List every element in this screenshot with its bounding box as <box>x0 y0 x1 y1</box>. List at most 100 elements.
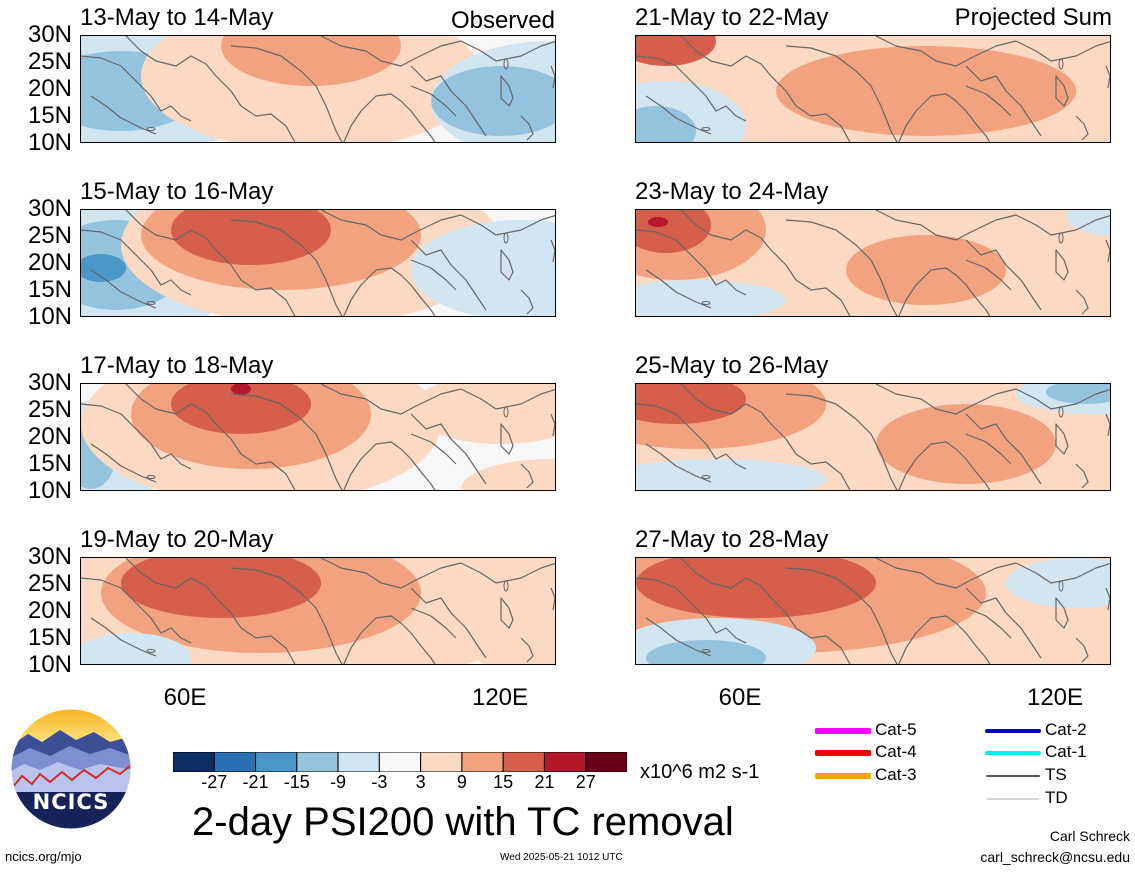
lat-label: 10N <box>27 129 72 156</box>
lat-label: 25N <box>27 48 72 75</box>
contour-map <box>636 36 1110 142</box>
colorbar-segment <box>172 751 215 773</box>
legend-line-swatch <box>986 798 1040 800</box>
lat-label: 10N <box>27 477 72 504</box>
lat-label: 20N <box>27 423 72 450</box>
map-panel-1 <box>80 35 556 143</box>
legend-label: Cat-5 <box>875 720 917 739</box>
colorbar-tick-label: -15 <box>283 772 310 792</box>
map-panel-5 <box>635 35 1111 143</box>
legend-label: TD <box>1045 788 1068 807</box>
panel-label-observed: Observed <box>450 7 555 34</box>
colorbar-tick-label: -3 <box>371 772 388 792</box>
colorbar-tick-label: -27 <box>201 772 228 792</box>
panel-label-projected: Projected Sum <box>954 4 1112 31</box>
panel-title-1: 13-May to 14-May <box>80 4 274 31</box>
legend-line-swatch <box>985 750 1041 755</box>
colorbar-segment <box>502 751 545 773</box>
site-url: ncics.org/mjo <box>5 849 82 864</box>
lat-label: 25N <box>27 570 72 597</box>
colorbar-units: x10^6 m2 s-1 <box>640 761 760 783</box>
panel-title-8: 27-May to 28-May <box>635 526 829 553</box>
colorbar-tick-label: 21 <box>534 772 555 792</box>
lat-label: 15N <box>27 276 72 303</box>
colorbar-segment <box>255 751 298 773</box>
legend-line-swatch <box>814 772 872 779</box>
colorbar-segment <box>543 751 587 773</box>
legend-item: Cat-2 <box>985 720 1087 741</box>
panel-title-6: 23-May to 24-May <box>635 178 829 205</box>
colorbar-tick-label: -21 <box>242 772 269 792</box>
lat-label: 30N <box>27 369 72 396</box>
colorbar-segment <box>585 751 628 773</box>
map-panel-2 <box>80 209 556 317</box>
author-name: Carl Schreck <box>1049 828 1130 844</box>
map-panel-8 <box>635 557 1111 665</box>
colorbar-segment <box>337 751 380 773</box>
lat-label: 10N <box>27 303 72 330</box>
panel-title-5: 21-May to 22-May <box>635 4 829 31</box>
ncics-logo: NCICS <box>10 708 132 830</box>
lat-label: 25N <box>27 222 72 249</box>
map-panel-7 <box>635 383 1111 491</box>
lat-label: 20N <box>27 597 72 624</box>
map-panel-3 <box>80 383 556 491</box>
legend-item: Cat-5 <box>814 720 917 741</box>
colorbar-tick-label: -9 <box>330 772 347 792</box>
lon-label-60e-right: 60E <box>718 684 762 711</box>
lat-label: 10N <box>27 651 72 678</box>
lat-label: 15N <box>27 624 72 651</box>
colorbar <box>172 751 628 773</box>
lat-label: 15N <box>27 450 72 477</box>
panel-title-2: 15-May to 16-May <box>80 178 274 205</box>
contour-map <box>636 558 1110 664</box>
contour-map <box>81 558 555 664</box>
lat-label: 15N <box>27 102 72 129</box>
map-panel-6 <box>635 209 1111 317</box>
lat-label: 30N <box>27 21 72 48</box>
legend-label: Cat-1 <box>1045 742 1087 761</box>
contour-map <box>81 384 555 490</box>
legend-item: TS <box>985 765 1067 786</box>
timestamp: Wed 2025-05-21 1012 UTC <box>500 852 623 863</box>
legend-item: Cat-1 <box>985 742 1087 763</box>
map-panel-4 <box>80 557 556 665</box>
lat-label: 30N <box>27 543 72 570</box>
legend-label: Cat-3 <box>875 765 917 784</box>
lat-label: 20N <box>27 249 72 276</box>
panel-title-4: 19-May to 20-May <box>80 526 274 553</box>
colorbar-segment <box>378 751 422 773</box>
panel-title-7: 25-May to 26-May <box>635 352 829 379</box>
lat-label: 30N <box>27 195 72 222</box>
legend-item: TD <box>985 788 1068 809</box>
panel-title-3: 17-May to 18-May <box>80 352 274 379</box>
legend-label: Cat-2 <box>1045 720 1087 739</box>
contour-map <box>636 210 1110 316</box>
contour-map <box>81 36 555 142</box>
colorbar-tick-label: 15 <box>493 772 514 792</box>
colorbar-segment <box>296 751 339 773</box>
legend-item: Cat-4 <box>814 742 917 763</box>
lat-label: 25N <box>27 396 72 423</box>
logo-text: NCICS <box>32 790 110 814</box>
legend-line-swatch <box>986 774 1040 777</box>
lon-label-60e-left: 60E <box>163 684 207 711</box>
contour-map <box>81 210 555 316</box>
colorbar-segment <box>420 751 463 773</box>
colorbar-tick-label: 9 <box>456 772 467 792</box>
author-email: carl_schreck@ncsu.edu <box>980 849 1130 865</box>
legend-line-swatch <box>985 728 1041 733</box>
lon-label-120e-left: 120E <box>471 684 529 711</box>
colorbar-segment <box>461 751 504 773</box>
lon-label-120e-right: 120E <box>1026 684 1084 711</box>
legend-line-swatch <box>814 749 872 756</box>
legend-label: TS <box>1045 765 1067 784</box>
legend-label: Cat-4 <box>875 742 917 761</box>
colorbar-segment <box>213 751 257 773</box>
legend-item: Cat-3 <box>814 765 917 786</box>
lat-label: 20N <box>27 75 72 102</box>
contour-map <box>636 384 1110 490</box>
legend-line-swatch <box>814 727 872 734</box>
figure-title: 2-day PSI200 with TC removal <box>192 800 734 844</box>
colorbar-tick-label: 3 <box>415 772 426 792</box>
